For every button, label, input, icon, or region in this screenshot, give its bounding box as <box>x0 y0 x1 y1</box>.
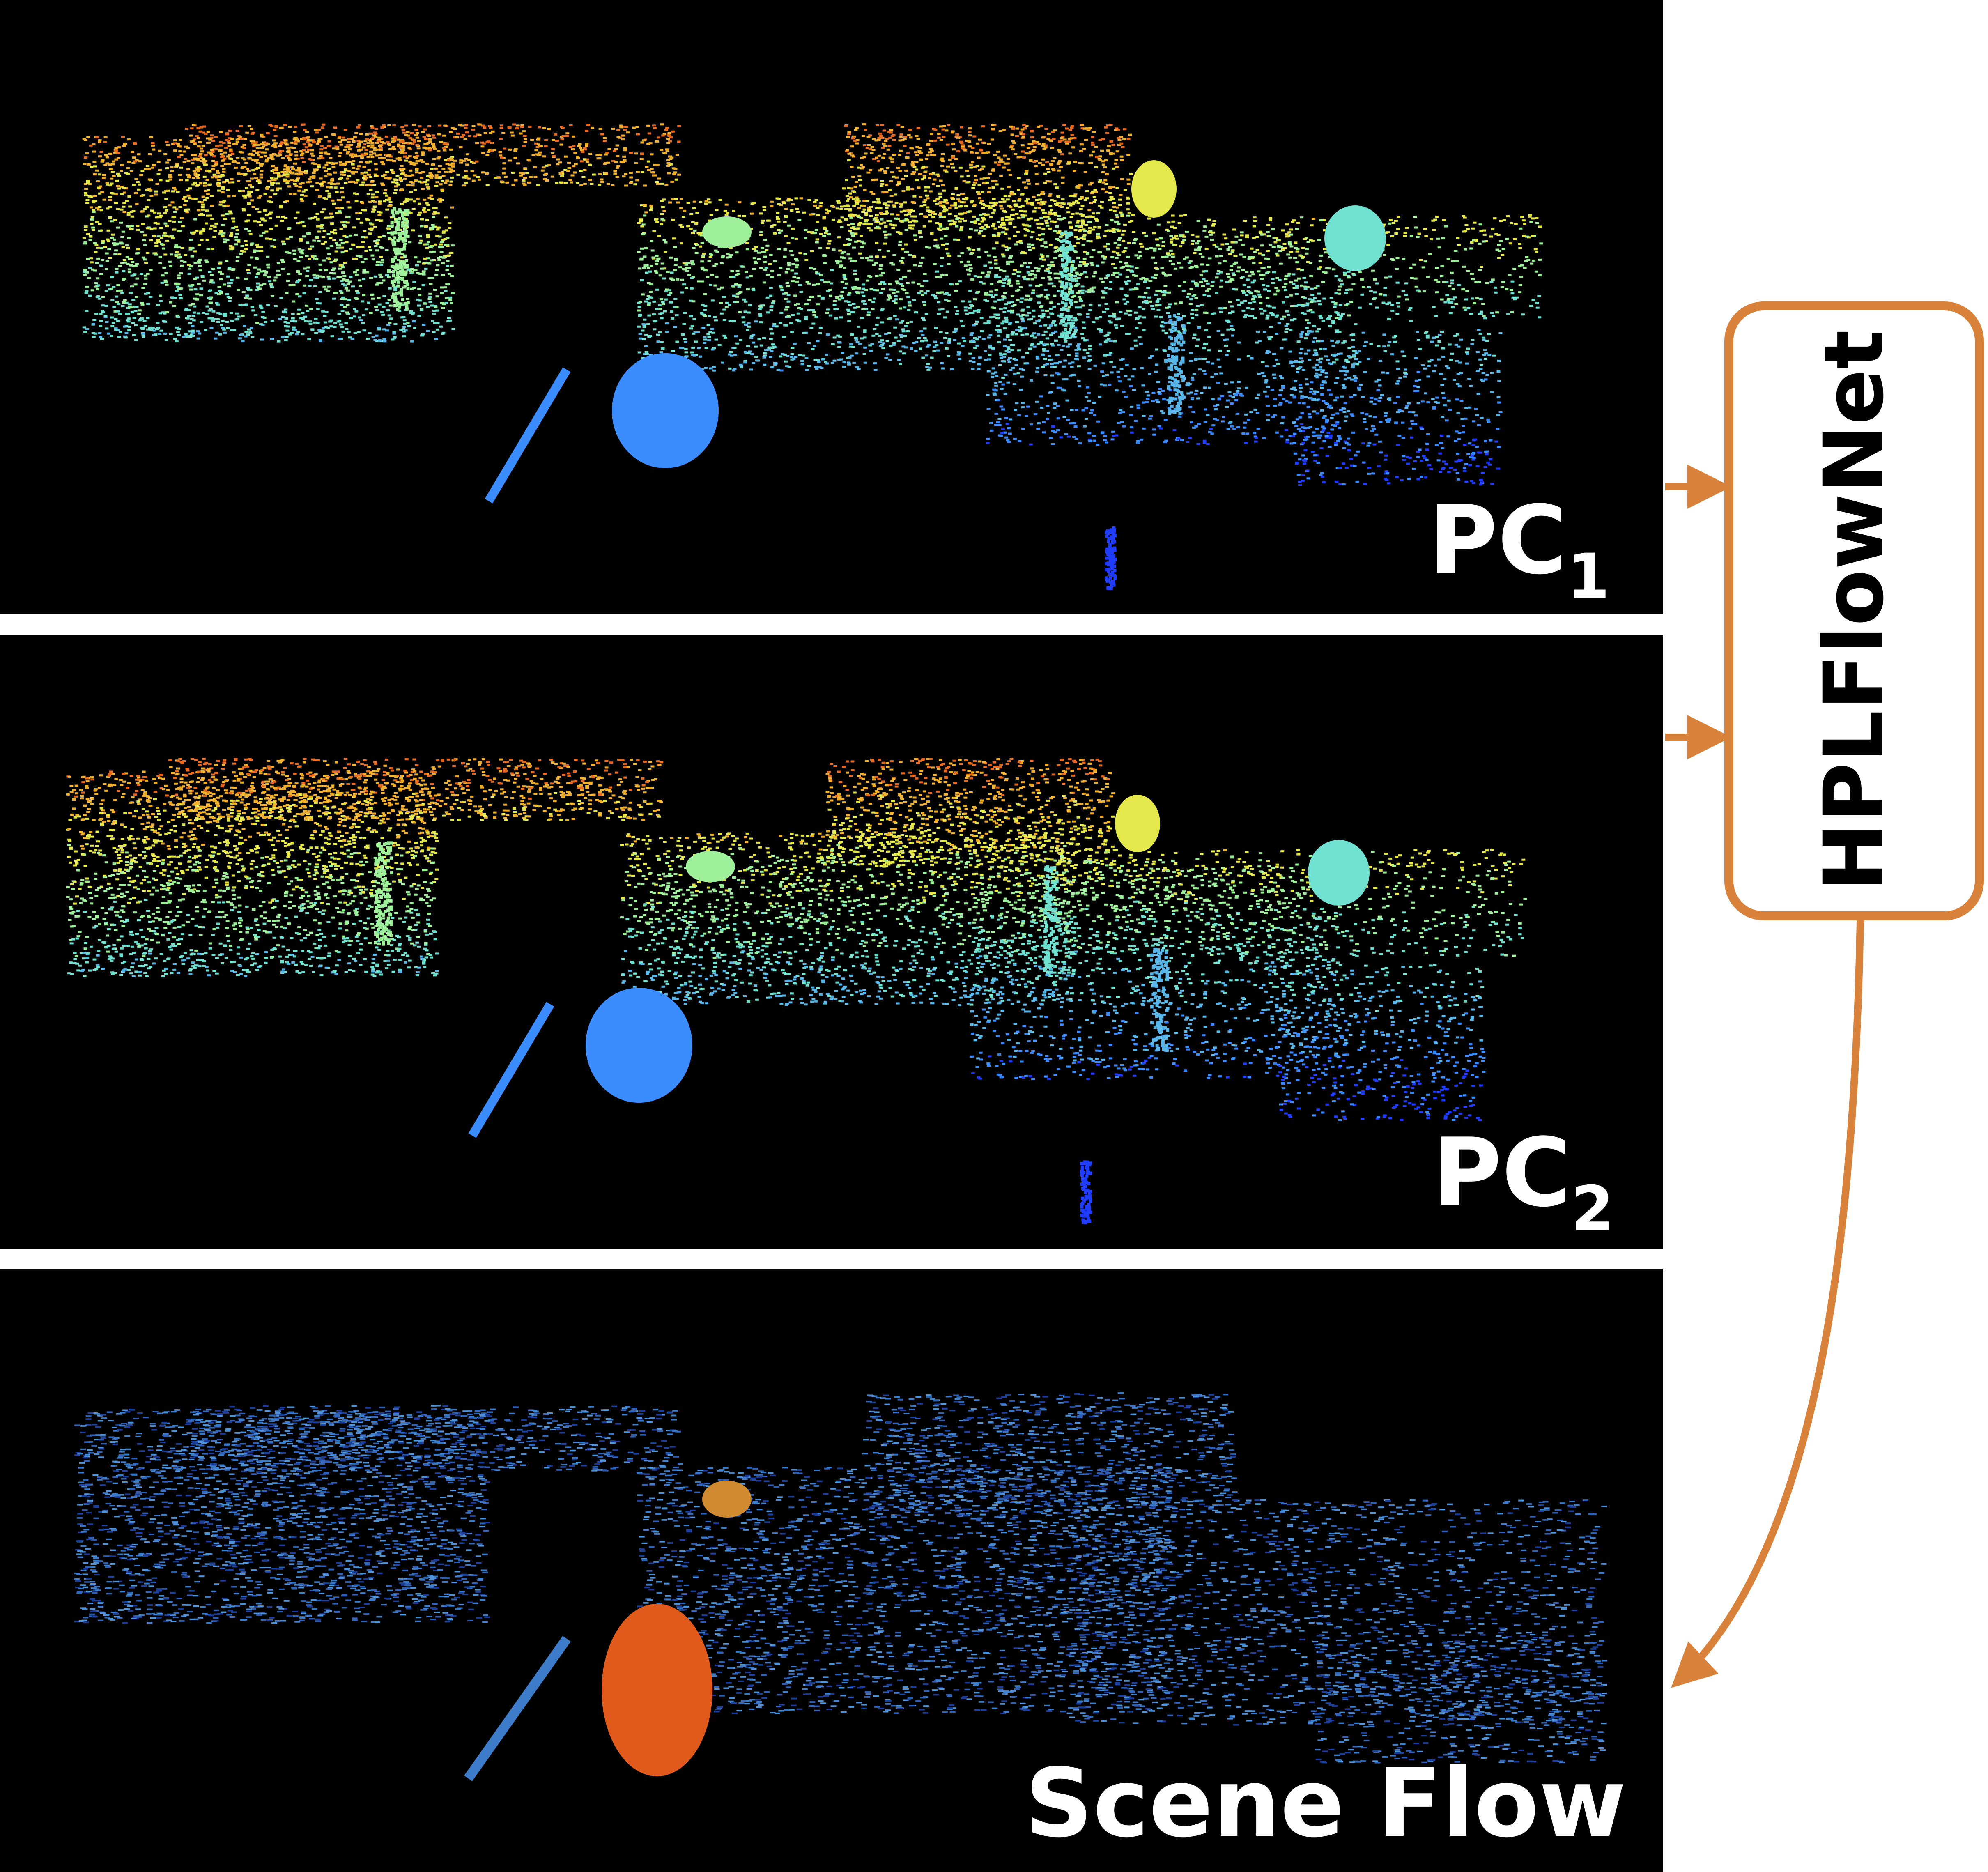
panel-pc1-background <box>0 0 1663 614</box>
panel-pc2-background <box>0 635 1663 1249</box>
arrow-network-to-scene-flow <box>1678 920 1860 1682</box>
panel-scene-flow-label: Scene Flow <box>1025 1749 1626 1858</box>
panel-pc2: PC2 <box>0 635 1663 1249</box>
hplflownet-block: HPLFlowNet <box>1729 306 1979 916</box>
panel-pc1-subscript: 1 <box>1567 541 1610 612</box>
hplflownet-label: HPLFlowNet <box>1806 330 1902 891</box>
panel-pc1: PC1 <box>0 0 1663 614</box>
panel-pc2-subscript: 2 <box>1571 1173 1614 1245</box>
panel-scene-flow: Scene Flow <box>0 1269 1663 1872</box>
